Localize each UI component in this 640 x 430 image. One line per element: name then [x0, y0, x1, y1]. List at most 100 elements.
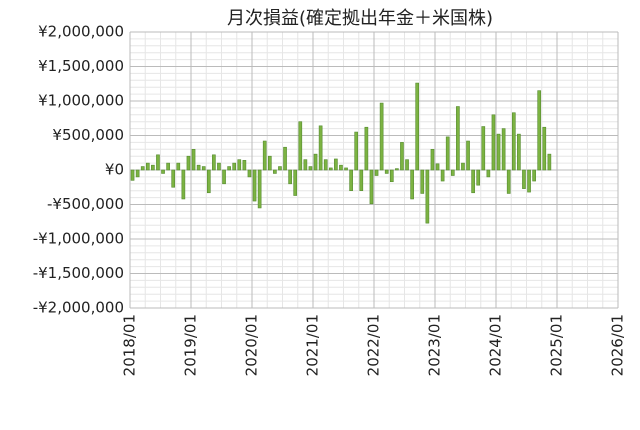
x-tick-label: 2024/01 [487, 314, 505, 376]
y-tick-label: -¥500,000 [47, 195, 124, 213]
bar [196, 164, 201, 171]
bar [456, 106, 460, 171]
bar [171, 169, 176, 188]
bar [410, 169, 414, 200]
y-tick-label: -¥2,000,000 [33, 299, 124, 317]
bar [364, 126, 369, 171]
x-tick-label: 2021/01 [304, 314, 322, 376]
x-tick-label: 2023/01 [426, 314, 444, 376]
y-tick-label: -¥1,000,000 [33, 230, 124, 248]
bar [384, 169, 389, 174]
x-tick-label: 2019/01 [182, 314, 200, 376]
x-tick-label: 2018/01 [121, 314, 139, 376]
bar [278, 166, 282, 171]
bar [273, 169, 277, 174]
bar [130, 169, 135, 181]
bar [298, 121, 303, 171]
bar [288, 169, 292, 185]
bar [379, 102, 384, 171]
y-tick-label: ¥2,000,000 [38, 23, 124, 41]
bar [420, 169, 425, 194]
y-tick-label: ¥500,000 [52, 126, 124, 144]
bar [252, 169, 257, 202]
bar [328, 167, 333, 171]
bar [212, 154, 216, 171]
bar [481, 126, 486, 171]
bar [176, 162, 181, 171]
bar [425, 169, 430, 224]
bar [232, 162, 237, 171]
bar [344, 167, 348, 171]
y-tick-label: ¥0 [105, 161, 124, 179]
bar [445, 136, 450, 171]
bar [262, 140, 267, 171]
bar [323, 159, 328, 171]
bar [242, 160, 247, 171]
y-tick-label: -¥1,500,000 [33, 264, 124, 282]
bar [517, 133, 521, 171]
bar [532, 169, 536, 182]
bar [369, 169, 374, 205]
bar [283, 146, 287, 171]
bar [359, 169, 364, 192]
bar [206, 169, 211, 194]
y-tick-label: ¥1,500,000 [38, 57, 124, 75]
bar [537, 90, 542, 171]
bar [161, 169, 165, 174]
x-tick-label: 2022/01 [365, 314, 383, 376]
bar [415, 82, 420, 171]
bar [186, 155, 191, 171]
bar [430, 149, 435, 171]
y-tick-label: ¥1,000,000 [38, 92, 124, 110]
bar [191, 149, 196, 171]
bar [501, 128, 506, 171]
bar [542, 126, 547, 171]
bar [217, 162, 221, 171]
bar [527, 169, 531, 193]
bar [222, 169, 226, 185]
bar [471, 169, 475, 194]
bar [476, 169, 481, 186]
bar [156, 154, 160, 171]
bar [374, 169, 379, 176]
bar [151, 164, 155, 171]
bar [257, 169, 262, 209]
bar [308, 166, 313, 171]
bar [135, 169, 140, 178]
bar [247, 169, 252, 178]
bar [267, 155, 272, 171]
bar [140, 166, 145, 171]
bar [339, 164, 343, 171]
chart-title: 月次損益(確定拠出年金＋米国株) [227, 8, 493, 29]
bar [405, 159, 409, 171]
bar [237, 159, 242, 171]
bar [435, 163, 440, 171]
bar [293, 169, 298, 196]
bar [334, 158, 338, 171]
bar [511, 112, 516, 171]
bar [166, 162, 170, 171]
bar [522, 169, 526, 189]
bar [313, 153, 318, 171]
bar [547, 153, 552, 171]
bar [389, 169, 394, 183]
bar [145, 162, 150, 171]
bar [496, 133, 501, 171]
x-tick-label: 2025/01 [548, 314, 566, 376]
bar [450, 169, 455, 176]
bar [395, 168, 399, 171]
bar [349, 169, 353, 192]
bar [506, 169, 511, 194]
bar [440, 169, 445, 182]
bar [461, 162, 465, 171]
bar [318, 125, 323, 171]
bar [400, 142, 404, 171]
bar [303, 159, 308, 171]
x-tick-label: 2020/01 [243, 314, 261, 376]
bar [181, 169, 186, 200]
bar [354, 131, 359, 171]
bar [201, 166, 206, 171]
bar [486, 169, 491, 178]
